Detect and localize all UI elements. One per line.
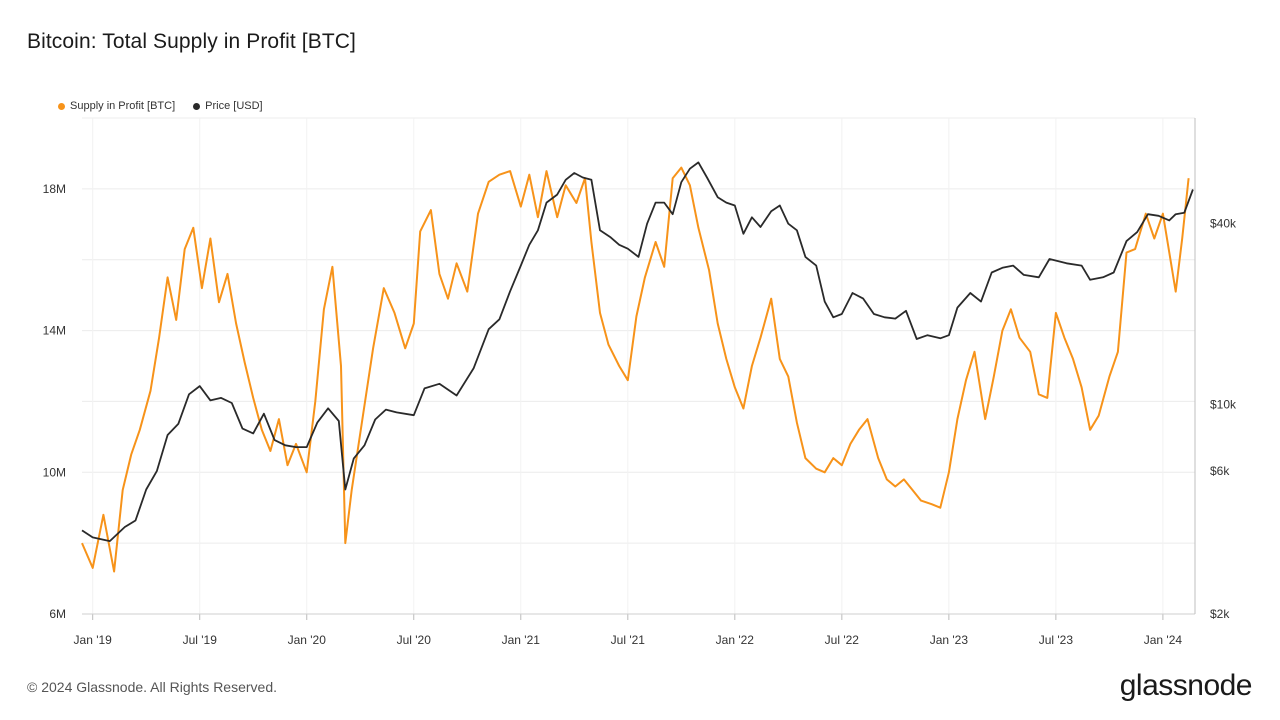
y-right-tick-label: $2k bbox=[1210, 607, 1230, 621]
y-left-tick-label: 14M bbox=[43, 324, 66, 338]
copyright-text: © 2024 Glassnode. All Rights Reserved. bbox=[27, 679, 278, 695]
x-tick-label: Jul '19 bbox=[183, 633, 218, 647]
y-right-tick-label: $6k bbox=[1210, 464, 1230, 478]
tick-labels: 6M 10M 14M 18M $2k $6k $10k $40k Jan '19 Jul '19 J… bbox=[43, 182, 1237, 647]
y-right-tick-label: $10k bbox=[1210, 397, 1237, 411]
x-tick-label: Jan '22 bbox=[716, 633, 755, 647]
x-tick-label: Jul '21 bbox=[611, 633, 646, 647]
axes bbox=[82, 118, 1196, 620]
glassnode-logo: glassnode bbox=[1119, 669, 1253, 702]
chart-title: Bitcoin: Total Supply in Profit [BTC] bbox=[27, 30, 356, 53]
x-tick-label: Jan '21 bbox=[502, 633, 541, 647]
legend-label-price: Price [USD] bbox=[205, 100, 263, 112]
x-tick-label: Jul '22 bbox=[825, 633, 860, 647]
x-tick-label: Jan '19 bbox=[74, 633, 113, 647]
x-tick-label: Jan '23 bbox=[930, 633, 969, 647]
supply-in-profit-line bbox=[81, 166, 1190, 573]
y-left-tick-label: 6M bbox=[49, 607, 66, 621]
x-tick-label: Jan '20 bbox=[288, 633, 327, 647]
y-left-tick-label: 18M bbox=[43, 182, 66, 196]
horizontal-gridlines bbox=[82, 117, 1195, 615]
x-tick-label: Jan '24 bbox=[1144, 633, 1183, 647]
y-right-tick-label: $40k bbox=[1210, 217, 1237, 231]
legend-label-supply: Supply in Profit [BTC] bbox=[70, 100, 176, 112]
legend-item-supply[interactable]: Supply in Profit [BTC] bbox=[58, 100, 175, 112]
price-line bbox=[81, 161, 1194, 542]
legend-dot-supply bbox=[58, 102, 65, 110]
chart-legend: Supply in Profit [BTC] Price [USD] bbox=[58, 100, 263, 112]
legend-item-price[interactable]: Price [USD] bbox=[193, 100, 263, 112]
x-tick-label: Jul '23 bbox=[1039, 633, 1074, 647]
vertical-gridlines bbox=[92, 118, 1164, 614]
y-left-tick-label: 10M bbox=[43, 465, 66, 479]
x-tick-label: Jul '20 bbox=[397, 633, 432, 647]
series-lines bbox=[81, 161, 1194, 573]
legend-dot-price bbox=[193, 102, 201, 110]
